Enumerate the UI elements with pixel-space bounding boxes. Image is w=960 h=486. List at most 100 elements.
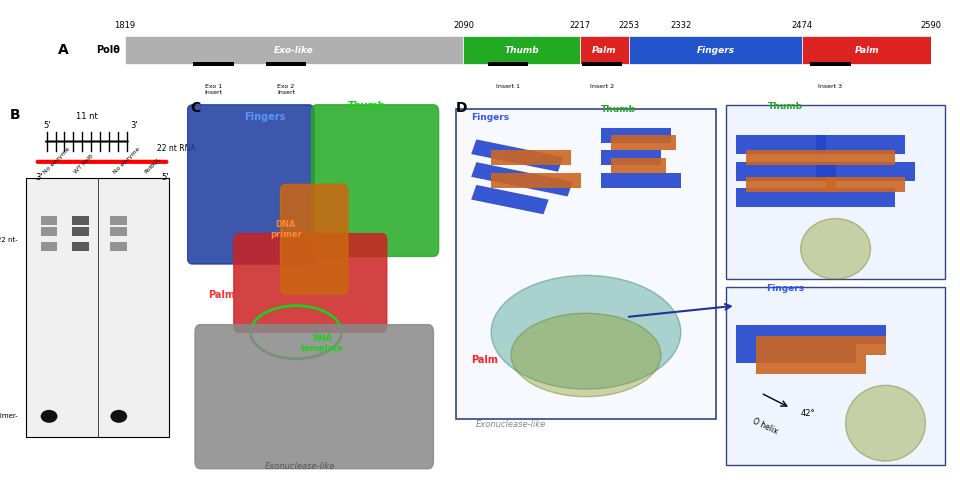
Bar	[735, 135, 826, 154]
Text: No enzyme: No enzyme	[42, 146, 71, 175]
Bar	[110, 227, 127, 236]
Bar	[735, 188, 816, 207]
Bar	[488, 62, 528, 66]
Bar	[471, 162, 573, 196]
Ellipse shape	[492, 276, 681, 389]
Text: PolθUL: PolθUL	[144, 156, 162, 175]
Text: Palm: Palm	[854, 46, 879, 54]
Text: 11 nt: 11 nt	[76, 112, 98, 122]
Text: Exo 2
Insert: Exo 2 Insert	[277, 84, 295, 95]
Bar	[40, 216, 58, 225]
Text: Fingers: Fingers	[471, 113, 510, 122]
Text: 42°: 42°	[801, 409, 815, 417]
Bar	[125, 36, 464, 64]
FancyBboxPatch shape	[234, 234, 387, 332]
Bar	[601, 150, 660, 165]
Text: No enzyme: No enzyme	[112, 146, 141, 175]
Bar	[193, 62, 233, 66]
Bar	[582, 62, 622, 66]
Bar	[72, 227, 88, 236]
Bar	[735, 325, 885, 344]
Text: Fingers: Fingers	[244, 112, 285, 122]
Bar	[816, 162, 916, 181]
Text: 3': 3'	[35, 173, 42, 182]
Text: 2090: 2090	[453, 20, 474, 30]
Text: Insert 2: Insert 2	[590, 84, 614, 89]
Bar	[746, 150, 826, 165]
Text: 2217: 2217	[570, 20, 591, 30]
Text: B: B	[10, 108, 20, 122]
Bar	[826, 150, 896, 165]
Text: 5': 5'	[43, 122, 51, 130]
Bar	[611, 158, 666, 173]
Text: Fingers: Fingers	[767, 283, 804, 293]
FancyBboxPatch shape	[312, 105, 439, 257]
Bar	[72, 216, 88, 225]
Text: Thumb: Thumb	[601, 105, 636, 114]
Text: DNA
primer: DNA primer	[270, 220, 301, 240]
Text: 2474: 2474	[792, 20, 813, 30]
Text: 22 nt-: 22 nt-	[0, 237, 18, 243]
Text: Thumb: Thumb	[348, 101, 386, 111]
Bar	[726, 105, 946, 279]
Text: Exo 1
Insert: Exo 1 Insert	[204, 84, 223, 95]
Ellipse shape	[801, 219, 871, 279]
Bar	[629, 36, 803, 64]
Bar	[726, 287, 946, 465]
Text: Palm: Palm	[592, 46, 617, 54]
Bar	[756, 355, 866, 374]
Text: A: A	[58, 43, 68, 57]
Text: Insert 3: Insert 3	[818, 84, 843, 89]
Bar	[810, 62, 851, 66]
Text: Palm: Palm	[471, 355, 498, 364]
Text: RNA
template: RNA template	[300, 334, 344, 353]
Text: Fingers: Fingers	[696, 46, 734, 54]
Bar	[735, 162, 835, 181]
Bar	[756, 336, 885, 355]
Bar	[826, 177, 905, 192]
Text: 2332: 2332	[671, 20, 692, 30]
Bar	[110, 242, 127, 251]
Bar	[803, 36, 931, 64]
Bar	[601, 127, 671, 143]
Text: Exo-like: Exo-like	[275, 46, 314, 54]
Text: WT Polθ: WT Polθ	[73, 154, 95, 175]
Text: 22 nt RNA: 22 nt RNA	[157, 143, 196, 153]
Text: D: D	[456, 101, 468, 115]
FancyBboxPatch shape	[195, 325, 434, 469]
Bar	[735, 344, 855, 363]
Bar	[26, 178, 169, 437]
Ellipse shape	[40, 410, 58, 423]
Bar	[40, 227, 58, 236]
Bar	[456, 108, 716, 419]
Text: 3': 3'	[131, 122, 138, 130]
Text: C: C	[190, 101, 200, 115]
Text: Exonuclease-like: Exonuclease-like	[265, 462, 335, 471]
Bar	[40, 242, 58, 251]
Bar	[611, 135, 676, 150]
Bar	[266, 62, 306, 66]
Text: O helix: O helix	[751, 417, 779, 436]
Ellipse shape	[511, 313, 660, 397]
FancyBboxPatch shape	[280, 184, 348, 295]
Bar	[110, 216, 127, 225]
Text: Palm: Palm	[208, 290, 235, 300]
Text: Exonuclease-like: Exonuclease-like	[476, 420, 546, 429]
Bar	[601, 173, 681, 188]
FancyBboxPatch shape	[187, 105, 314, 264]
Text: 1819: 1819	[114, 20, 135, 30]
Text: 5': 5'	[161, 173, 169, 182]
Bar	[816, 188, 896, 207]
Bar	[816, 135, 905, 154]
Bar	[471, 185, 549, 214]
Bar	[746, 177, 835, 192]
Bar	[464, 36, 581, 64]
Bar	[72, 242, 88, 251]
Bar	[492, 150, 571, 165]
Text: Primer-: Primer-	[0, 413, 18, 419]
Ellipse shape	[110, 410, 127, 423]
Bar	[492, 173, 581, 188]
Text: Thumb: Thumb	[505, 46, 540, 54]
Text: Thumb: Thumb	[768, 102, 804, 111]
Text: Polθ: Polθ	[97, 45, 120, 55]
